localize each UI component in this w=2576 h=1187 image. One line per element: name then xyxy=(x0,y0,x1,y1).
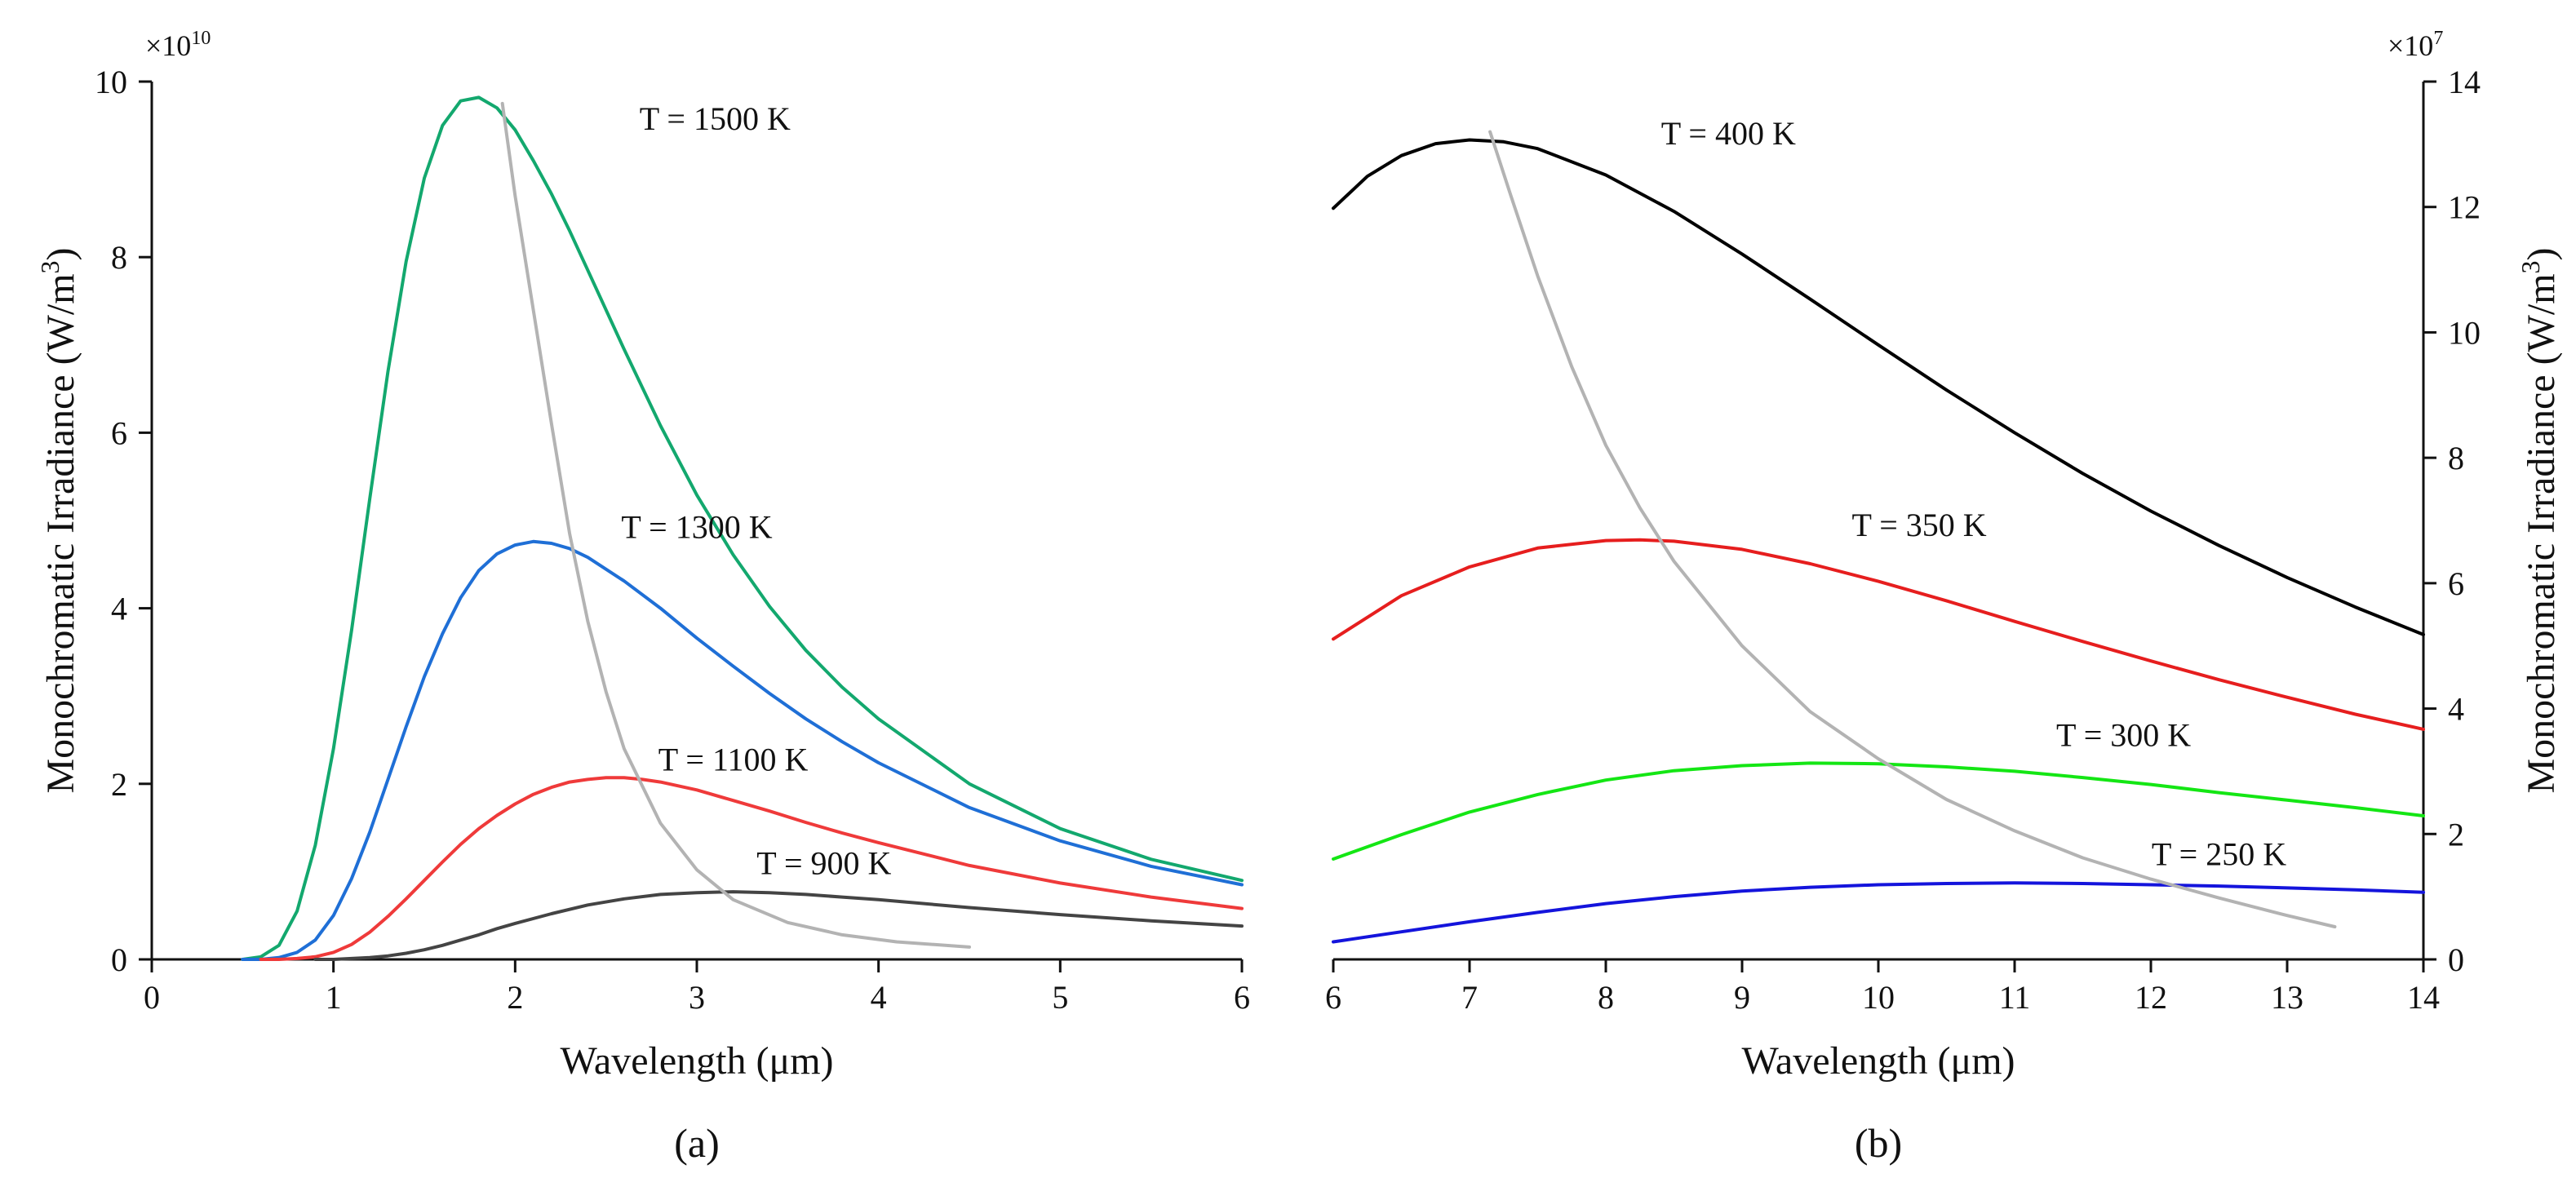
panel-b-curve-label-250k: T = 250 K xyxy=(2152,836,2286,873)
panel-a-peak-locus-curve xyxy=(500,101,971,949)
panel-a-curve-1300k xyxy=(241,539,1244,961)
panel-a-x-axis-title: Wavelength (μm) xyxy=(560,1039,833,1083)
panel-b-y-axis-title: Monochromatic Irradiance (W/m3) xyxy=(2516,247,2563,793)
panel-b-x-tick-label: 6 xyxy=(1325,979,1341,1016)
panel-a-curve-1500k xyxy=(241,95,1244,961)
panel-b-y-tick-label: 2 xyxy=(2448,816,2464,853)
panel-b-curve-label-300k: T = 300 K xyxy=(2056,717,2191,754)
panel-a-y-tick-label: 0 xyxy=(111,941,127,978)
panel-a-x-tick-label: 6 xyxy=(1234,979,1250,1016)
panel-a-curve-900k xyxy=(313,890,1244,961)
panel-b-y-tick-label: 10 xyxy=(2448,314,2481,351)
panel-b-curve-350k xyxy=(1332,538,2425,731)
panel-b-x-tick-label: 12 xyxy=(2135,979,2167,1016)
panel-b-curve-400k xyxy=(1332,138,2425,636)
panel-a-y-tick-label: 8 xyxy=(111,239,127,276)
panel-b-curve-label-350k: T = 350 K xyxy=(1852,507,1987,543)
panel-a-x-tick-label: 5 xyxy=(1052,979,1068,1016)
panel-a-x-tick-label: 2 xyxy=(507,979,523,1016)
panel-b-label: (b) xyxy=(1855,1120,1902,1166)
panel-b-x-tick-label: 11 xyxy=(1999,979,2031,1016)
panel-b-chart: 6 7 8 9 10 11 12 13 1402468101214×107Wavelength … xyxy=(1325,28,2563,1166)
panel-a-x-tick-label: 4 xyxy=(871,979,887,1016)
panel-a-curve-label-900k: T = 900 K xyxy=(756,845,891,882)
panel-b-curve-250k xyxy=(1332,881,2425,944)
panel-b-y-tick-label: 14 xyxy=(2448,64,2481,100)
panel-b-y-multiplier: ×107 xyxy=(2388,28,2443,62)
panel-a-y-multiplier: ×1010 xyxy=(145,28,211,62)
panel-a-y-tick-label: 4 xyxy=(111,591,127,627)
panel-b-curve-300k xyxy=(1332,761,2425,861)
panel-a-x-tick-label: 1 xyxy=(326,979,342,1016)
panel-b-peak-locus-curve xyxy=(1488,130,2337,928)
panel-a-label: (a) xyxy=(674,1120,720,1166)
panel-b-y-tick-label: 12 xyxy=(2448,189,2481,226)
panel-b-x-tick-label: 9 xyxy=(1734,979,1750,1016)
panel-b-y-tick-label: 4 xyxy=(2448,691,2464,728)
panel-a-x-tick-label: 0 xyxy=(144,979,160,1016)
panel-b-x-tick-label: 7 xyxy=(1461,979,1478,1016)
panel-a-curve-label-1100k: T = 1100 K xyxy=(658,742,809,778)
panel-b-y-tick-label: 8 xyxy=(2448,440,2464,476)
panel-a-x-tick-label: 3 xyxy=(689,979,705,1016)
panel-a-chart: 0 1 2 3 4 5 6 0 2 4 6 8 10 ×1010 Wavelength (μm) Monoch… xyxy=(35,28,1250,1166)
panel-b-curve-label-400k: T = 400 K xyxy=(1661,115,1796,152)
panel-b-x-tick-label: 13 xyxy=(2271,979,2303,1016)
panel-a-y-tick-label: 2 xyxy=(111,766,127,803)
panel-b-x-tick-label: 14 xyxy=(2407,979,2440,1016)
panel-a-y-tick-label: 10 xyxy=(95,64,127,100)
panel-a-curve-label-1500k: T = 1500 K xyxy=(640,100,791,137)
panel-b-x-tick-label: 8 xyxy=(1598,979,1614,1016)
panel-a-curve-label-1300k: T = 1300 K xyxy=(621,509,772,546)
panel-a-y-axis-title: Monochromatic Irradiance (W/m3) xyxy=(35,247,82,793)
panel-a-curve-1100k xyxy=(259,776,1244,961)
panel-b-x-tick-label: 10 xyxy=(1862,979,1895,1016)
panel-b-x-axis-title: Wavelength (μm) xyxy=(1741,1039,2015,1083)
panel-b-y-tick-label: 6 xyxy=(2448,565,2464,602)
panel-b-y-tick-label: 0 xyxy=(2448,941,2464,978)
panel-a-y-tick-label: 6 xyxy=(111,414,127,451)
